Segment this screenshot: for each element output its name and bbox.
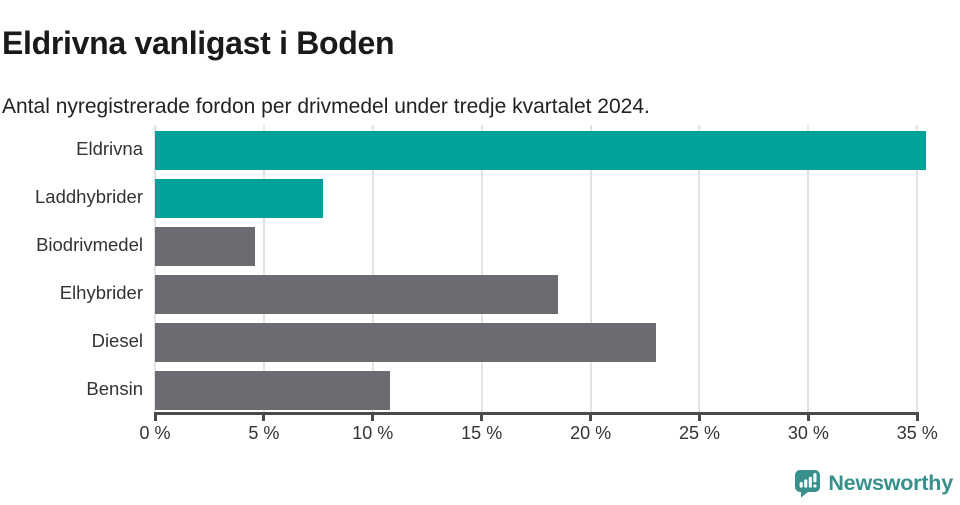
x-tick-label: 5 % — [248, 423, 280, 443]
x-axis-tick — [806, 412, 810, 421]
x-axis-tick — [262, 412, 266, 421]
x-tick-label: 20 % — [570, 423, 612, 443]
bar-diesel — [155, 323, 656, 362]
x-axis-tick — [371, 412, 375, 421]
newsworthy-bubble-chart-icon — [795, 470, 821, 498]
gridline — [480, 125, 483, 413]
chart-subtitle: Antal nyregistrerade fordon per drivmede… — [2, 95, 650, 118]
category-label: Diesel — [91, 330, 143, 351]
bar-biodrivmedel — [155, 227, 256, 266]
category-label: Eldrivna — [76, 138, 143, 159]
x-axis-line — [155, 412, 920, 415]
plot-area — [154, 125, 926, 413]
newsworthy-logo[interactable]: Newsworthy — [794, 469, 953, 498]
x-axis-tick — [589, 412, 593, 421]
newsworthy-brand-text: Newsworthy — [828, 471, 953, 495]
category-axis-labels: Eldrivna Laddhybrider Biodrivmedel Elhybrid… — [0, 125, 143, 413]
chart-title: Eldrivna vanligast i Boden — [2, 25, 395, 62]
gridline — [807, 125, 810, 413]
bar-laddhybrider — [155, 179, 323, 218]
x-tick-label: 30 % — [787, 423, 829, 443]
gridline — [371, 125, 374, 413]
x-axis-tick-labels: 0 % 5 % 10 % 15 % 20 % 25 % 30 % 35 % — [139, 423, 937, 447]
x-tick-label: 25 % — [678, 423, 720, 443]
x-tick-label: 10 % — [352, 423, 394, 443]
gridline — [589, 125, 592, 413]
x-tick-label: 0 % — [139, 423, 171, 443]
x-axis-tick — [697, 412, 701, 421]
x-axis-tick — [153, 412, 157, 421]
x-axis-tick — [915, 412, 919, 421]
x-tick-label: 35 % — [896, 423, 938, 443]
category-label: Laddhybrider — [35, 186, 143, 207]
gridline — [698, 125, 701, 413]
bar-elhybrider — [155, 275, 558, 314]
x-axis-tick — [480, 412, 484, 421]
category-label: Biodrivmedel — [36, 234, 143, 255]
category-label: Elhybrider — [59, 282, 143, 303]
category-label: Bensin — [86, 378, 143, 399]
bar-bensin — [155, 371, 391, 410]
x-tick-label: 15 % — [461, 423, 503, 443]
gridline — [154, 125, 156, 413]
gridline — [262, 125, 265, 413]
bar-eldrivna — [155, 131, 926, 170]
gridline — [916, 125, 919, 413]
